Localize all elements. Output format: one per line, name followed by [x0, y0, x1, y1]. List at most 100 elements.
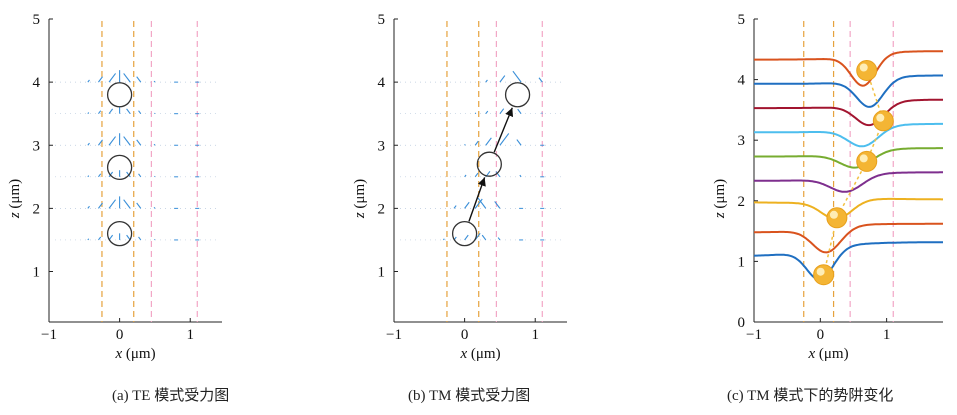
force-arrow: [512, 70, 522, 83]
force-arrow: [87, 112, 90, 115]
particle-1: [476, 151, 502, 177]
y-tick-label: 2: [378, 201, 386, 217]
potential-curve-7: [754, 74, 943, 108]
x-tick-label: 0: [817, 327, 825, 343]
particle-1: [826, 207, 848, 229]
caption-c: (c) TM 模式下的势阱变化: [727, 388, 894, 404]
force-arrow: [136, 139, 142, 146]
y-axis-label-var: z: [7, 212, 23, 219]
particle-2: [856, 150, 878, 172]
force-arrow: [123, 136, 131, 146]
y-axis-label: z (μm): [712, 179, 728, 219]
potential-curve-1: [754, 222, 943, 254]
y-tick-label: 3: [738, 133, 746, 149]
force-arrow: [538, 77, 543, 83]
y-tick-label: 2: [738, 194, 746, 210]
y-tick-label: 4: [738, 73, 746, 89]
y-axis-label-unit: (μm): [7, 179, 23, 212]
y-tick-label: 5: [378, 12, 386, 28]
y-tick-label: 0: [738, 315, 746, 331]
force-arrow: [108, 171, 114, 178]
y-tick-label: 4: [33, 75, 41, 91]
y-tick-label: 5: [738, 12, 746, 28]
y-tick-label: 3: [33, 138, 41, 154]
force-arrow: [123, 73, 131, 83]
force-arrow: [481, 234, 487, 241]
x-tick-label: −1: [386, 327, 402, 343]
force-arrow: [97, 173, 102, 178]
x-tick-label: −1: [746, 327, 762, 343]
force-arrow: [153, 80, 156, 83]
force-arrow: [108, 73, 117, 83]
y-axis-label-var: z: [712, 212, 728, 219]
force-arrow: [464, 174, 467, 178]
y-axis-label-unit: (μm): [352, 179, 368, 212]
force-arrow: [494, 201, 501, 209]
particle-0: [813, 264, 835, 286]
x-axis-label-var: x: [114, 346, 122, 362]
caption-b: (b) TM 模式受力图: [408, 388, 531, 404]
force-arrow: [136, 202, 142, 209]
force-arrow: [108, 199, 117, 209]
y-tick-label: 1: [738, 254, 746, 270]
x-tick-label: 1: [186, 327, 194, 343]
particle-3: [872, 110, 894, 132]
potential-curve-4: [754, 147, 943, 169]
force-arrow: [87, 142, 90, 146]
force-arrow: [474, 172, 479, 178]
force-arrow: [153, 206, 156, 209]
particle-0: [451, 220, 478, 247]
y-axis-label-var: z: [352, 212, 368, 219]
force-arrow: [123, 199, 131, 209]
particle-4: [856, 60, 878, 82]
force-arrow: [499, 108, 505, 115]
x-axis-label: x (μm): [114, 346, 155, 362]
y-axis-label: z (μm): [7, 179, 23, 219]
x-tick-label: 1: [531, 327, 539, 343]
x-tick-label: 0: [461, 327, 469, 343]
force-arrow: [126, 171, 131, 178]
force-arrow: [138, 236, 142, 241]
trajectory-arrow: [468, 177, 486, 222]
force-arrow: [474, 140, 479, 146]
force-arrow: [97, 139, 103, 146]
force-arrow: [453, 205, 457, 209]
particle-highlight-2: [859, 154, 868, 163]
force-arrow: [108, 108, 114, 115]
force-arrow: [476, 196, 487, 209]
force-arrow: [474, 112, 477, 115]
particle-1: [106, 154, 133, 180]
x-axis-label-unit: (μm): [122, 346, 155, 362]
y-tick-label: 1: [33, 265, 41, 281]
force-arrow: [516, 139, 522, 146]
caption-a: (a) TE 模式受力图: [112, 388, 230, 404]
x-axis-label-var: x: [459, 346, 467, 362]
x-axis-label: x (μm): [807, 346, 848, 362]
force-arrow: [97, 202, 103, 209]
particle-0: [106, 82, 133, 108]
y-tick-label: 1: [378, 265, 386, 281]
y-tick-label: 2: [33, 201, 41, 217]
force-arrow: [97, 76, 103, 83]
potential-curve-0: [753, 241, 943, 281]
force-arrow: [87, 79, 90, 83]
potential-curve-8: [754, 50, 943, 87]
force-arrow: [97, 236, 102, 241]
force-arrow: [97, 110, 102, 115]
force-arrow: [485, 137, 492, 146]
x-tick-label: 0: [116, 327, 124, 343]
force-arrow: [108, 136, 117, 146]
force-arrow: [499, 133, 510, 146]
force-arrow: [517, 108, 522, 115]
potential-curve-2: [754, 197, 943, 221]
force-arrow: [126, 108, 131, 115]
x-axis-label-var: x: [807, 346, 815, 362]
force-arrow: [136, 76, 142, 83]
force-arrow: [485, 110, 489, 115]
x-axis-label-unit: (μm): [467, 346, 500, 362]
force-arrow: [497, 237, 501, 241]
particle-highlight-0: [816, 267, 825, 276]
